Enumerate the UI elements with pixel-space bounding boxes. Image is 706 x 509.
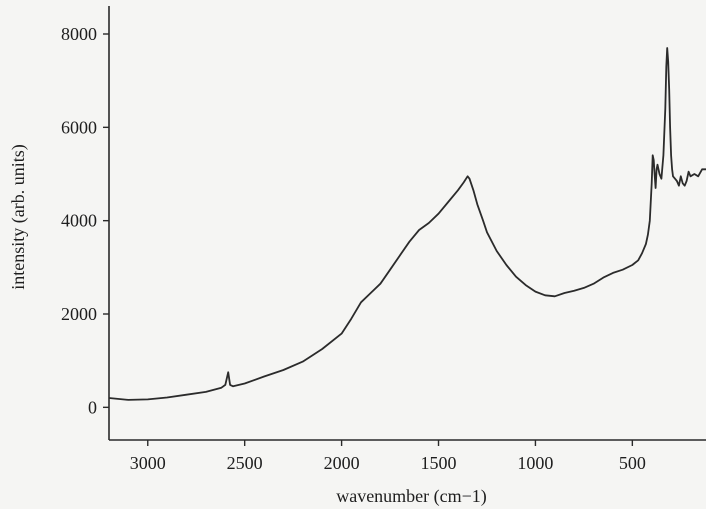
y-tick-label: 0: [88, 397, 97, 417]
y-tick-label: 2000: [61, 304, 97, 324]
series-line-0: [108, 47, 706, 401]
x-tick-label: 1500: [421, 453, 457, 473]
y-axis-title: intensity (arb. units): [8, 144, 29, 289]
y-ticks: 0 2000 4000 6000 8000: [61, 24, 109, 417]
x-axis-title: wavenumber (cm−1): [336, 486, 487, 507]
series-layer: [108, 47, 706, 401]
y-tick-label: 8000: [61, 24, 97, 44]
x-tick-label: 1000: [517, 453, 553, 473]
x-tick-label: 2500: [227, 453, 263, 473]
y-tick-label: 6000: [61, 117, 97, 137]
y-tick-label: 4000: [61, 211, 97, 231]
x-tick-label: 3000: [130, 453, 166, 473]
x-tick-label: 500: [619, 453, 646, 473]
plot-area: 3000 2500 2000 1500 1000 500 0 2000 4000 6000 800…: [61, 6, 706, 473]
x-tick-label: 2000: [324, 453, 360, 473]
x-ticks: 3000 2500 2000 1500 1000 500: [130, 440, 646, 473]
